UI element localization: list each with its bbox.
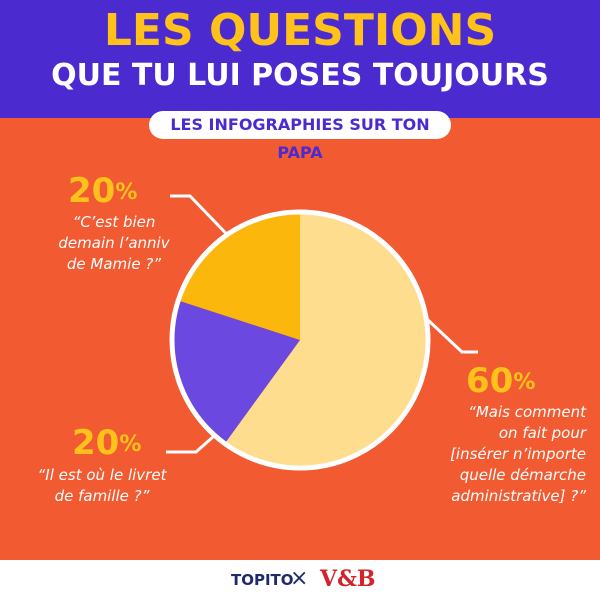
pct-symbol-slice2: %	[115, 180, 138, 205]
leader-line-slice2	[170, 194, 244, 252]
pct-symbol-slice1: %	[119, 432, 142, 457]
pie-outline	[169, 209, 431, 471]
pie-slices	[169, 209, 431, 471]
pie-slice-2	[178, 211, 300, 340]
title-line-2: QUE TU LUI POSES TOUJOURS	[51, 58, 549, 93]
quote-slice0: “Mais comment on fait pour [insérer n’im…	[450, 403, 586, 505]
pct-value-slice2: 20	[68, 171, 116, 211]
quote-slice2: “C’est bien demain l’anniv de Mamie ?”	[58, 213, 170, 273]
vandb-logo: V&B	[320, 566, 376, 592]
footer-bar: TOPITO × V&B	[0, 560, 600, 600]
topito-logo: TOPITO	[231, 571, 294, 589]
pct-value-slice0: 60	[466, 361, 514, 401]
pie-slice-0	[224, 212, 429, 469]
quote-slice1: “Il est où le livret de famille ?”	[37, 466, 167, 505]
subtitle-pill: LES INFOGRAPHIES SUR TON PAPA	[149, 111, 451, 162]
pct-label-slice0: 60%	[466, 362, 535, 400]
pct-symbol-slice0: %	[513, 370, 536, 395]
pct-label-slice1: 20%	[72, 424, 141, 462]
title-line-1: LES QUESTIONS	[103, 5, 497, 56]
pct-value-slice1: 20	[72, 423, 120, 463]
pct-label-slice2: 20%	[68, 172, 137, 210]
header-band: LES QUESTIONS QUE TU LUI POSES TOUJOURS	[0, 0, 600, 118]
collab-x-icon: ×	[290, 566, 309, 591]
pie-slice-1	[171, 300, 300, 444]
